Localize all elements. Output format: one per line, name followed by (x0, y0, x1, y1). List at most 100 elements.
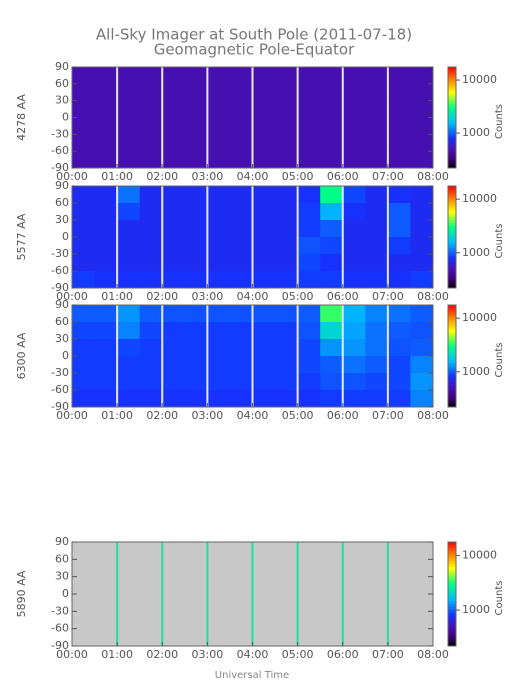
colorbar-strip (448, 327, 456, 330)
colorbar-strip (448, 360, 456, 363)
colorbar-strip (448, 542, 456, 545)
keogram-cell (320, 271, 344, 289)
x-tick-label: 04:00 (237, 290, 269, 303)
colorbar-strip (448, 641, 456, 645)
keogram-cell (207, 339, 231, 357)
keogram-cell (229, 373, 253, 391)
colorbar-strip (448, 319, 456, 322)
x-tick-label: 03:00 (192, 290, 224, 303)
keogram-cell (117, 339, 141, 357)
colorbar-label: Counts (494, 224, 505, 259)
keogram-cell (207, 220, 231, 238)
y-tick-label: -30 (51, 604, 69, 617)
colorbar-strip (448, 285, 456, 289)
y-tick-label: -60 (51, 144, 69, 157)
colorbar-strip (448, 109, 456, 112)
x-tick-label: 02:00 (146, 648, 178, 661)
colorbar-strip (448, 228, 456, 232)
colorbar-strip (448, 210, 456, 213)
keogram-cell (72, 203, 96, 221)
colorbar-strip (448, 71, 456, 74)
keogram-cell (252, 100, 276, 118)
y-tick-label: -30 (51, 127, 69, 140)
keogram-cell (252, 151, 276, 169)
keogram-cell (297, 390, 321, 408)
x-tick-label: 08:00 (417, 290, 449, 303)
colorbar-strip (448, 137, 456, 141)
keogram-cell (320, 186, 344, 204)
keogram-cell (342, 203, 366, 221)
keogram-cell (252, 203, 276, 221)
colorbar-strip (448, 571, 456, 574)
colorbar-strip (448, 562, 456, 566)
keogram-cell (320, 254, 344, 272)
keogram-cell (387, 203, 411, 221)
keogram-cell (72, 100, 96, 118)
keogram-cell (72, 271, 96, 289)
y-axis-label: 4278 AA (15, 94, 28, 141)
keogram-cell (410, 151, 434, 169)
keogram-cell (410, 237, 434, 255)
x-tick-label: 04:00 (237, 409, 269, 422)
colorbar-strip (448, 579, 456, 582)
colorbar-strip (448, 113, 456, 116)
keogram-cell (207, 390, 231, 408)
keogram-cell (72, 186, 96, 204)
colorbar-strip (448, 151, 456, 155)
keogram-cell (117, 203, 141, 221)
keogram-cell (94, 237, 118, 255)
colorbar-strip (448, 337, 456, 341)
keogram-cell (342, 220, 366, 238)
keogram-cell (365, 322, 389, 340)
colorbar-strip (448, 83, 456, 86)
colorbar-strip (448, 218, 456, 222)
y-tick-label: -30 (51, 247, 69, 260)
keogram-cell (229, 237, 253, 255)
x-tick-label: 00:00 (56, 648, 88, 661)
keogram-cell (117, 117, 141, 135)
colorbar-strip (448, 145, 456, 149)
keogram-cell (387, 390, 411, 408)
keogram-cell (342, 186, 366, 204)
keogram-cell (275, 203, 299, 221)
colorbar-strip (448, 366, 456, 369)
colorbar-strip (448, 89, 456, 92)
colorbar-strip (448, 220, 456, 224)
keogram-cell (297, 100, 321, 118)
y-axis-label: 5577 AA (15, 213, 28, 260)
keogram-cell (275, 305, 299, 323)
keogram-cell (139, 305, 163, 323)
colorbar-strip (448, 200, 456, 203)
colorbar-strip (448, 331, 456, 334)
x-tick-label: 06:00 (327, 290, 359, 303)
colorbar-strip (448, 216, 456, 220)
keogram-cell (297, 117, 321, 135)
keogram-cell (410, 271, 434, 289)
y-tick-label: -30 (51, 366, 69, 379)
keogram-cell (117, 271, 141, 289)
colorbar-strip (448, 267, 456, 271)
keogram-cell (342, 83, 366, 102)
colorbar-strip (448, 85, 456, 88)
colorbar-strip (448, 273, 456, 277)
colorbar-strip (448, 263, 456, 266)
colorbar-strip (448, 135, 456, 139)
keogram-cell (387, 151, 411, 169)
keogram-cell (410, 117, 434, 135)
colorbar-strip (448, 374, 456, 377)
colorbar-strip (448, 600, 456, 603)
keogram-cell (117, 390, 141, 408)
keogram-cell (410, 220, 434, 238)
keogram-cell (162, 100, 186, 118)
keogram-cell (410, 67, 434, 85)
keogram-cell (275, 100, 299, 118)
colorbar-strip (448, 548, 456, 551)
keogram-cell (139, 100, 163, 118)
x-tick-label: 02:00 (146, 170, 178, 183)
colorbar-strip (448, 349, 456, 353)
keogram-cell (365, 373, 389, 391)
colorbar-frame (447, 304, 457, 408)
keogram-cell (410, 186, 434, 204)
colorbar-strip (448, 339, 456, 343)
colorbar-strip (448, 255, 456, 258)
